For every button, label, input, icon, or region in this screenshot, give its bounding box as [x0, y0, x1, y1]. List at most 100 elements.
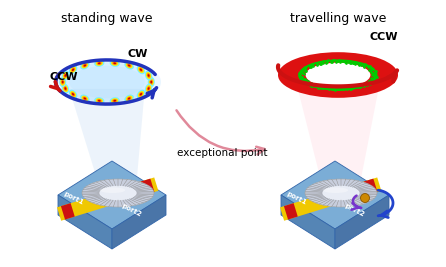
Polygon shape [363, 179, 377, 195]
Text: port1: port1 [285, 191, 307, 206]
Ellipse shape [136, 90, 145, 99]
Ellipse shape [83, 64, 87, 68]
Ellipse shape [110, 97, 120, 104]
Text: travelling wave: travelling wave [290, 12, 386, 25]
Text: CW: CW [127, 49, 147, 59]
Text: standing wave: standing wave [61, 12, 153, 25]
Polygon shape [140, 179, 154, 195]
Polygon shape [280, 178, 381, 221]
Ellipse shape [138, 91, 144, 97]
FancyArrowPatch shape [177, 110, 264, 154]
Ellipse shape [95, 98, 103, 103]
Ellipse shape [53, 59, 161, 105]
Ellipse shape [126, 96, 132, 101]
Ellipse shape [62, 84, 69, 93]
Ellipse shape [124, 95, 134, 103]
Ellipse shape [306, 63, 370, 87]
Text: port2: port2 [343, 203, 365, 218]
Ellipse shape [111, 61, 118, 66]
Polygon shape [112, 195, 166, 249]
Polygon shape [281, 195, 335, 249]
Text: CCW: CCW [370, 32, 398, 42]
Text: port1: port1 [62, 191, 84, 206]
Ellipse shape [82, 63, 88, 68]
Polygon shape [61, 203, 75, 219]
Ellipse shape [72, 69, 74, 71]
Ellipse shape [80, 61, 90, 69]
Ellipse shape [80, 95, 90, 103]
Ellipse shape [98, 62, 101, 64]
Ellipse shape [139, 92, 143, 96]
Ellipse shape [61, 62, 153, 102]
Ellipse shape [95, 61, 103, 66]
Text: port2: port2 [120, 203, 142, 218]
Ellipse shape [323, 187, 348, 193]
Polygon shape [281, 161, 389, 229]
Ellipse shape [149, 78, 154, 86]
Polygon shape [57, 178, 158, 221]
Polygon shape [69, 89, 145, 189]
Ellipse shape [145, 84, 153, 93]
Ellipse shape [145, 70, 153, 80]
Ellipse shape [110, 60, 120, 67]
Ellipse shape [60, 78, 65, 86]
Ellipse shape [97, 61, 102, 65]
Text: exceptional point: exceptional point [177, 148, 267, 158]
Polygon shape [296, 82, 380, 189]
Ellipse shape [278, 52, 398, 98]
Ellipse shape [128, 97, 130, 100]
Ellipse shape [140, 69, 142, 71]
Text: CCW: CCW [49, 72, 78, 82]
Ellipse shape [149, 80, 153, 84]
Polygon shape [58, 161, 166, 229]
Ellipse shape [127, 97, 132, 100]
Ellipse shape [112, 61, 117, 65]
Ellipse shape [307, 180, 375, 206]
Ellipse shape [94, 97, 104, 104]
Ellipse shape [62, 70, 69, 80]
Polygon shape [58, 195, 112, 249]
Ellipse shape [63, 72, 68, 79]
Ellipse shape [111, 98, 118, 103]
Ellipse shape [63, 85, 68, 92]
Ellipse shape [113, 100, 116, 102]
Ellipse shape [69, 65, 77, 74]
Ellipse shape [146, 72, 151, 79]
Ellipse shape [70, 91, 76, 97]
Ellipse shape [147, 86, 150, 91]
Ellipse shape [148, 74, 149, 77]
Ellipse shape [94, 60, 104, 67]
Ellipse shape [150, 81, 152, 83]
Ellipse shape [70, 66, 76, 73]
Polygon shape [284, 203, 298, 219]
Ellipse shape [72, 93, 74, 95]
Ellipse shape [100, 187, 125, 193]
Ellipse shape [113, 62, 116, 64]
Ellipse shape [112, 99, 117, 103]
Ellipse shape [148, 77, 155, 87]
Ellipse shape [148, 87, 149, 90]
Ellipse shape [64, 86, 67, 91]
Ellipse shape [69, 90, 77, 99]
Ellipse shape [305, 179, 377, 207]
Ellipse shape [64, 87, 66, 90]
Ellipse shape [64, 74, 66, 77]
Ellipse shape [127, 64, 132, 68]
Polygon shape [335, 195, 389, 249]
Ellipse shape [322, 186, 360, 200]
Ellipse shape [64, 73, 67, 78]
Ellipse shape [136, 65, 145, 74]
Ellipse shape [126, 63, 132, 68]
Ellipse shape [83, 97, 87, 100]
Ellipse shape [82, 96, 88, 101]
Ellipse shape [61, 80, 64, 84]
Ellipse shape [147, 73, 150, 78]
Ellipse shape [124, 61, 134, 69]
Ellipse shape [83, 97, 86, 100]
Ellipse shape [82, 179, 154, 207]
Ellipse shape [99, 186, 137, 200]
Ellipse shape [83, 64, 86, 66]
Ellipse shape [140, 93, 142, 95]
Ellipse shape [69, 66, 145, 98]
Circle shape [360, 194, 369, 202]
